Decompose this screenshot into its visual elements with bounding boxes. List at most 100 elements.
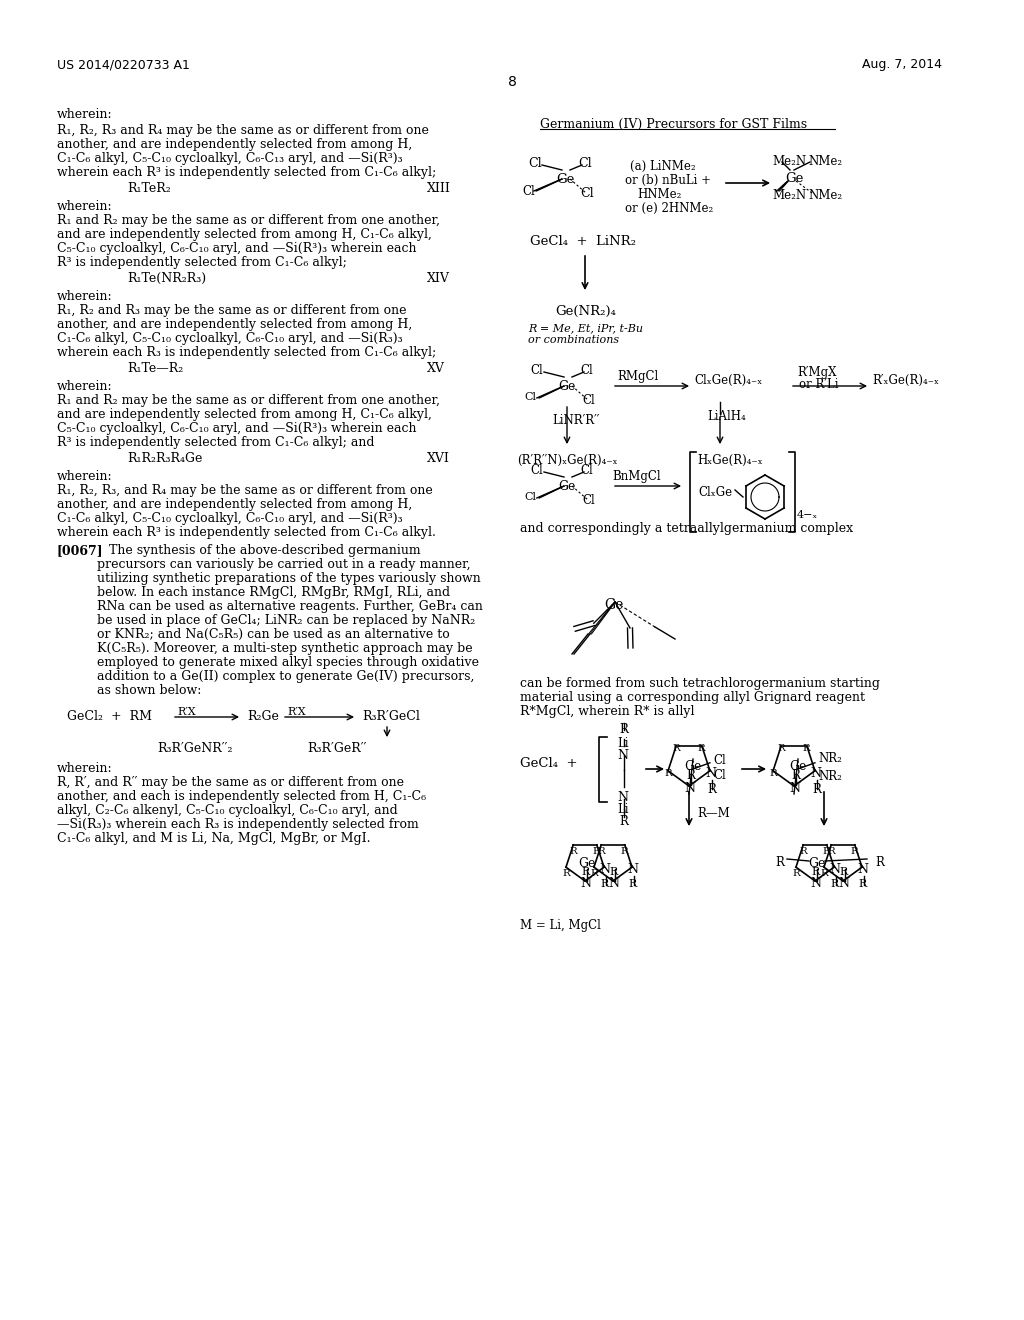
Text: (R′R′′N)ₓGe(R)₄₋ₓ: (R′R′′N)ₓGe(R)₄₋ₓ (517, 454, 617, 467)
Text: R: R (707, 783, 716, 796)
Text: R: R (827, 847, 835, 855)
Text: precursors can variously be carried out in a ready manner,: precursors can variously be carried out … (97, 558, 471, 572)
Text: addition to a Ge(II) complex to generate Ge(IV) precursors,: addition to a Ge(II) complex to generate… (97, 671, 474, 682)
Text: US 2014/0220733 A1: US 2014/0220733 A1 (57, 58, 189, 71)
Text: R: R (791, 770, 800, 781)
Text: another, and are independently selected from among H,: another, and are independently selected … (57, 498, 413, 511)
Text: NR₂: NR₂ (818, 752, 842, 766)
Text: XIII: XIII (427, 182, 451, 195)
Text: or combinations: or combinations (528, 335, 620, 345)
Text: wherein each R³ is independently selected from C₁-C₆ alkyl.: wherein each R³ is independently selecte… (57, 525, 436, 539)
Text: Cl: Cl (713, 770, 726, 781)
Text: R: R (621, 847, 629, 855)
Text: LiNR′R′′: LiNR′R′′ (552, 414, 599, 426)
Text: R: R (874, 855, 884, 869)
Text: C₁-C₆ alkyl, C₅-C₁₀ cycloalkyl, C₆-C₁₀ aryl, and —Si(R³)₃: C₁-C₆ alkyl, C₅-C₁₀ cycloalkyl, C₆-C₁₀ a… (57, 512, 402, 525)
Text: R′ₓGe(R)₄₋ₓ: R′ₓGe(R)₄₋ₓ (872, 374, 939, 387)
Text: wherein:: wherein: (57, 470, 113, 483)
Text: XV: XV (427, 362, 444, 375)
Text: Ge: Ge (558, 380, 575, 393)
Text: K(C₅R₅). Moreover, a multi-step synthetic approach may be: K(C₅R₅). Moreover, a multi-step syntheti… (97, 642, 473, 655)
Text: C₁-C₆ alkyl, and M is Li, Na, MgCl, MgBr, or MgI.: C₁-C₆ alkyl, and M is Li, Na, MgCl, MgBr… (57, 832, 371, 845)
Text: Li: Li (617, 803, 629, 816)
Text: Ge: Ge (684, 760, 701, 774)
Text: another, and are independently selected from among H,: another, and are independently selected … (57, 139, 413, 150)
Text: Cl: Cl (580, 364, 593, 378)
Text: R: R (800, 847, 807, 855)
Text: R₂Ge: R₂Ge (247, 710, 279, 723)
Text: R: R (618, 723, 628, 737)
Text: R₁ and R₂ may be the same as or different from one another,: R₁ and R₂ may be the same as or differen… (57, 214, 440, 227)
Text: Cl: Cl (522, 185, 535, 198)
Text: Ge: Ge (556, 173, 574, 186)
Text: NR₂: NR₂ (818, 770, 842, 783)
Text: GeCl₄  +  LiNR₂: GeCl₄ + LiNR₂ (530, 235, 636, 248)
Text: C₅-C₁₀ cycloalkyl, C₆-C₁₀ aryl, and —Si(R³)₃ wherein each: C₅-C₁₀ cycloalkyl, C₆-C₁₀ aryl, and —Si(… (57, 422, 417, 436)
Text: R₁Te—R₂: R₁Te—R₂ (127, 362, 183, 375)
Text: BnMgCl: BnMgCl (612, 470, 660, 483)
Text: R: R (851, 847, 858, 855)
Text: below. In each instance RMgCl, RMgBr, RMgI, RLi, and: below. In each instance RMgCl, RMgBr, RM… (97, 586, 451, 599)
Text: R: R (597, 847, 605, 855)
Text: R₁R₂R₃R₄Ge: R₁R₂R₃R₄Ge (127, 451, 203, 465)
Text: R₃R′GeR′′: R₃R′GeR′′ (307, 742, 367, 755)
Text: R: R (698, 744, 706, 754)
Text: R₃R′GeCl: R₃R′GeCl (362, 710, 420, 723)
Text: Cl: Cl (580, 465, 593, 477)
Text: employed to generate mixed alkyl species through oxidative: employed to generate mixed alkyl species… (97, 656, 479, 669)
Text: R: R (665, 768, 672, 777)
Text: material using a corresponding allyl Grignard reagent: material using a corresponding allyl Gri… (520, 690, 865, 704)
Text: —Si(R₃)₃ wherein each R₃ is independently selected from: —Si(R₃)₃ wherein each R₃ is independentl… (57, 818, 419, 832)
Text: N: N (810, 876, 821, 890)
Text: R₁Te(NR₂R₃): R₁Te(NR₂R₃) (127, 272, 206, 285)
Text: Ge: Ge (790, 760, 806, 774)
Text: C₅-C₁₀ cycloalkyl, C₆-C₁₀ aryl, and —Si(R³)₃ wherein each: C₅-C₁₀ cycloalkyl, C₆-C₁₀ aryl, and —Si(… (57, 242, 417, 255)
Text: R: R (590, 869, 598, 878)
Text: wherein each R₃ is independently selected from C₁-C₆ alkyl;: wherein each R₃ is independently selecte… (57, 346, 436, 359)
Text: Cl: Cl (524, 492, 536, 502)
Text: R: R (822, 847, 830, 855)
Text: ClₓGe: ClₓGe (698, 486, 732, 499)
Text: LiAlH₄: LiAlH₄ (707, 411, 745, 422)
Text: wherein:: wherein: (57, 380, 113, 393)
Text: R: R (811, 867, 819, 876)
Text: C₁-C₆ alkyl, C₅-C₁₀ cycloalkyl, C₆-C₁₀ aryl, and —Si(R₃)₃: C₁-C₆ alkyl, C₅-C₁₀ cycloalkyl, C₆-C₁₀ a… (57, 333, 402, 345)
Text: or KNR₂; and Na(C₅R₅) can be used as an alternative to: or KNR₂; and Na(C₅R₅) can be used as an … (97, 628, 450, 642)
Text: N: N (627, 863, 638, 876)
Text: Ge: Ge (604, 598, 624, 612)
Text: another, and each is independently selected from H, C₁-C₆: another, and each is independently selec… (57, 789, 426, 803)
Text: R: R (686, 770, 695, 781)
Text: and are independently selected from among H, C₁-C₆ alkyl,: and are independently selected from amon… (57, 408, 432, 421)
Text: R: R (803, 744, 811, 754)
Text: N: N (684, 781, 695, 795)
Text: RMgCl: RMgCl (617, 370, 658, 383)
Text: R₁, R₂, R₃, and R₄ may be the same as or different from one: R₁, R₂, R₃, and R₄ may be the same as or… (57, 484, 433, 498)
Text: R = Me, Et, iPr, t-Bu: R = Me, Et, iPr, t-Bu (528, 323, 643, 333)
Text: N: N (617, 748, 628, 762)
Text: R: R (839, 867, 847, 876)
Text: RNa can be used as alternative reagents. Further, GeBr₄ can: RNa can be used as alternative reagents.… (97, 601, 483, 612)
Text: R: R (600, 879, 608, 890)
Text: R: R (820, 869, 827, 878)
Text: R: R (628, 879, 636, 890)
Text: R*MgCl, wherein R* is allyl: R*MgCl, wherein R* is allyl (520, 705, 694, 718)
Text: XVI: XVI (427, 451, 450, 465)
Text: Cl: Cl (528, 157, 542, 170)
Text: R: R (792, 869, 800, 878)
Text: (a) LiNMe₂: (a) LiNMe₂ (630, 160, 695, 173)
Text: Cl: Cl (713, 754, 726, 767)
Text: R₁ and R₂ may be the same as or different from one another,: R₁ and R₂ may be the same as or differen… (57, 393, 440, 407)
Text: GeCl₄  +: GeCl₄ + (520, 756, 578, 770)
Text: NMe₂: NMe₂ (808, 154, 842, 168)
Text: R₃R′GeNR′′₂: R₃R′GeNR′′₂ (157, 742, 232, 755)
Text: R: R (777, 744, 784, 754)
Text: R: R (562, 869, 569, 878)
Text: R: R (609, 867, 617, 876)
Text: and correspondingly a tetraallylgermanium complex: and correspondingly a tetraallylgermaniu… (520, 521, 853, 535)
Text: NMe₂: NMe₂ (808, 189, 842, 202)
Text: Aug. 7, 2014: Aug. 7, 2014 (862, 58, 942, 71)
Text: N: N (829, 863, 840, 876)
Text: Cl: Cl (580, 187, 594, 201)
Text: R³ is independently selected from C₁-C₆ alkyl; and: R³ is independently selected from C₁-C₆ … (57, 436, 375, 449)
Text: and are independently selected from among H, C₁-C₆ alkyl,: and are independently selected from amon… (57, 228, 432, 242)
